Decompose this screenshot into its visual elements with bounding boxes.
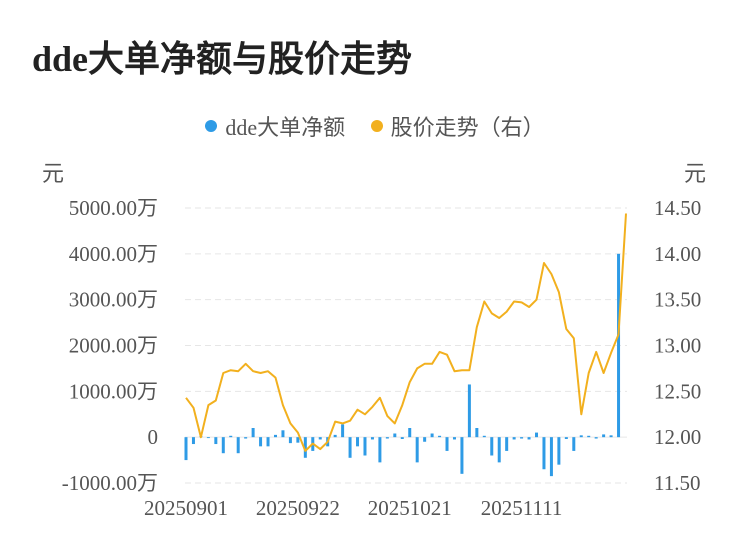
dde-bar: [214, 437, 218, 445]
dde-bar: [594, 437, 598, 439]
dde-bar: [572, 437, 576, 451]
right-tick-label: 14.50: [654, 196, 701, 220]
x-tick-label: 20250901: [144, 496, 228, 520]
dde-bar: [475, 428, 479, 438]
price-line: [185, 213, 627, 452]
dde-bar: [445, 437, 449, 451]
left-axis-unit: 元: [42, 161, 65, 186]
chart-legend: dde大单净额 股价走势（右）: [0, 110, 750, 142]
right-tick-label: 14.00: [654, 242, 701, 266]
dde-bar: [579, 435, 583, 438]
dde-bar: [273, 434, 277, 438]
dde-bar: [236, 437, 240, 454]
dde-bar: [415, 437, 419, 463]
left-tick-label: 5000.00万: [69, 196, 158, 220]
dde-bar: [564, 437, 568, 439]
dde-bar: [557, 437, 561, 465]
dde-bar: [587, 435, 591, 438]
dde-bar: [266, 437, 270, 447]
dde-bar: [184, 437, 188, 461]
right-tick-label: 11.50: [654, 471, 700, 495]
dde-bar: [527, 437, 531, 440]
dde-bar: [602, 434, 606, 438]
dde-bar: [549, 437, 553, 477]
left-tick-label: 3000.00万: [69, 288, 158, 312]
dde-bar: [288, 437, 292, 444]
dde-bar: [259, 437, 263, 447]
dde-bar: [385, 437, 389, 439]
dde-bar: [520, 437, 524, 439]
dde-bar: [191, 437, 195, 445]
dde-bar: [617, 253, 621, 438]
left-tick-label: 4000.00万: [69, 242, 158, 266]
right-tick-label: 13.50: [654, 288, 701, 312]
dde-bar: [452, 437, 456, 440]
dde-bar: [408, 428, 412, 438]
dde-bar: [438, 435, 442, 438]
right-tick-label: 12.00: [654, 425, 701, 449]
legend-label-dde: dde大单净额: [225, 115, 346, 140]
dde-bar: [505, 437, 509, 451]
dde-bar: [341, 424, 345, 438]
dde-bar: [400, 437, 404, 439]
legend-label-price: 股价走势（右）: [390, 115, 545, 140]
right-tick-label: 12.50: [654, 379, 701, 403]
dde-bar: [206, 437, 210, 439]
dde-bar: [609, 435, 613, 438]
dde-bar: [348, 437, 352, 458]
legend-item-price[interactable]: 股价走势（右）: [370, 110, 545, 142]
dde-bar: [430, 433, 434, 438]
dde-bar: [333, 434, 337, 438]
dde-bar: [251, 428, 255, 438]
dde-bar: [535, 432, 539, 438]
dde-bar: [497, 437, 501, 463]
dde-bar: [370, 437, 374, 440]
right-axis-unit: 元: [684, 161, 707, 186]
dde-bar: [363, 437, 367, 456]
dde-bar: [490, 437, 494, 456]
dde-bar: [482, 435, 486, 438]
left-tick-label: -1000.00万: [62, 471, 158, 495]
dde-bar: [244, 437, 248, 439]
dde-bar: [296, 437, 300, 443]
x-tick-label: 20251111: [481, 496, 563, 520]
x-tick-label: 20251021: [368, 496, 452, 520]
chart-title: dde大单净额与股价走势: [32, 39, 413, 79]
dde-bar: [229, 435, 233, 438]
legend-item-dde[interactable]: dde大单净额: [205, 110, 345, 142]
left-tick-label: 2000.00万: [69, 334, 158, 358]
dde-bar: [221, 437, 225, 454]
dde-bar: [356, 437, 360, 447]
legend-dot-price: [370, 120, 383, 132]
dde-bar: [378, 437, 382, 463]
legend-dot-dde: [205, 120, 218, 132]
left-tick-label: 0: [148, 425, 159, 449]
dde-bar: [303, 437, 307, 458]
dde-bar: [393, 433, 397, 438]
dde-bar: [460, 437, 464, 474]
x-tick-label: 20250922: [256, 496, 340, 520]
dde-bar: [512, 437, 516, 440]
dde-bar: [423, 437, 427, 442]
dde-bar: [318, 437, 322, 440]
dde-bar: [542, 437, 546, 470]
right-tick-label: 13.00: [654, 334, 701, 358]
dde-bar: [281, 430, 285, 438]
left-tick-label: 1000.00万: [69, 379, 158, 403]
dde-bar: [467, 384, 471, 438]
